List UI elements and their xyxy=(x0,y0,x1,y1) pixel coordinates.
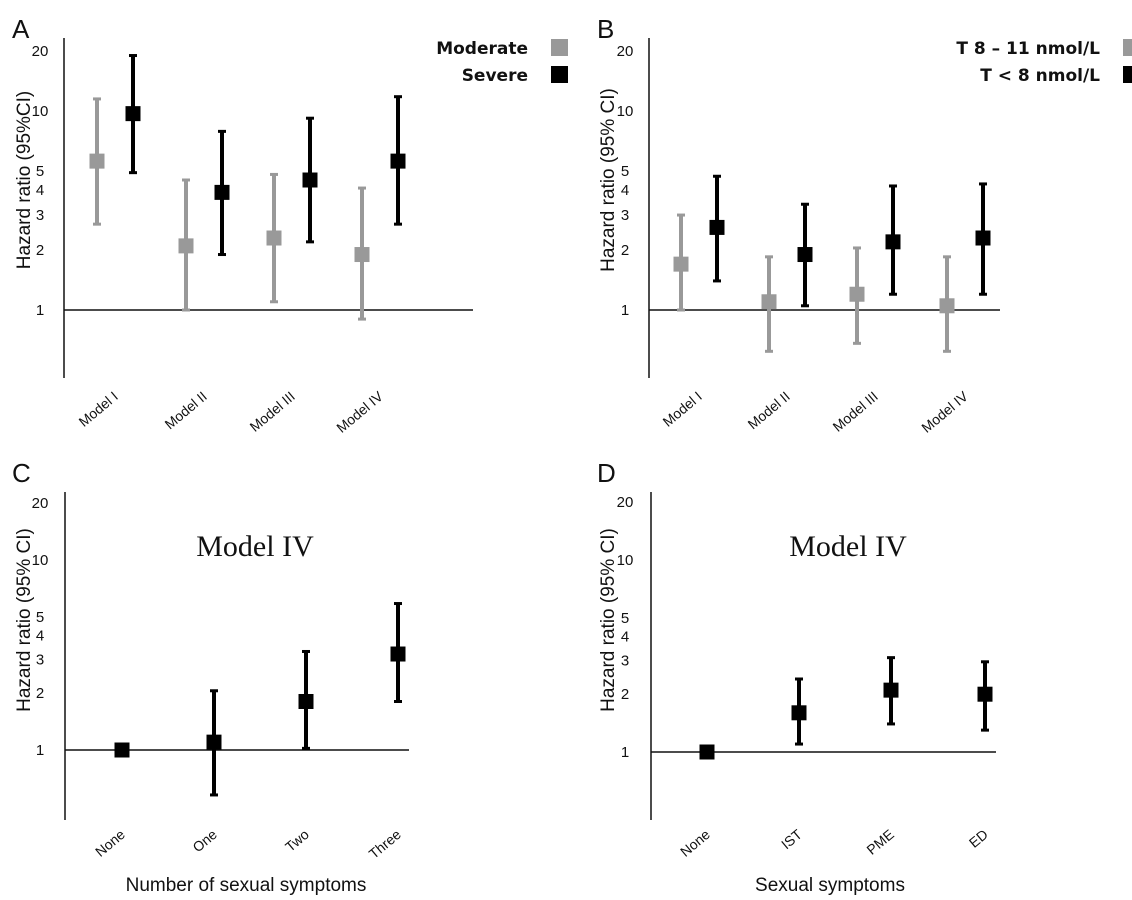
x-tick-label: Model II xyxy=(161,388,209,432)
y-tick-label: 3 xyxy=(621,207,629,224)
panel-D: D 1 2 3 45 10 20 Hazard ratio (95% CI) None IST PM… xyxy=(597,458,996,896)
point-marker xyxy=(975,230,991,246)
point-marker xyxy=(298,693,314,709)
y-tick-label: 20 xyxy=(617,43,634,60)
x-tick-label: Model I xyxy=(659,388,704,430)
point-marker xyxy=(354,247,370,263)
point-marker xyxy=(885,234,901,250)
point-marker xyxy=(178,238,194,254)
y-tick-label: 2 xyxy=(36,685,44,702)
point-marker xyxy=(125,106,141,122)
panel-letter: B xyxy=(597,14,614,44)
y-axis-label: Hazard ratio (95% CI) xyxy=(14,528,35,712)
y-tick-label: 3 xyxy=(36,651,44,668)
y-tick-label: 4 xyxy=(36,628,44,645)
legend-label: T < 8 nmol/L xyxy=(980,66,1100,86)
y-tick-label: 3 xyxy=(621,652,629,669)
y-axis-label: Hazard ratio (95% CI) xyxy=(598,88,619,272)
x-tick-label: None xyxy=(92,826,128,860)
point-marker xyxy=(214,184,230,200)
point-marker xyxy=(699,744,715,760)
point-marker xyxy=(673,256,689,272)
y-tick-label: 20 xyxy=(32,495,49,512)
y-tick-label: 4 xyxy=(621,628,629,645)
y-tick-label: 10 xyxy=(32,103,49,120)
point-marker xyxy=(883,682,899,698)
point-marker xyxy=(791,705,807,721)
x-tick-label: Model IV xyxy=(918,388,971,436)
point-marker xyxy=(390,646,406,662)
y-tick-label: 1 xyxy=(621,744,629,761)
point-marker xyxy=(849,286,865,302)
x-tick-label: None xyxy=(677,826,713,860)
point-marker xyxy=(939,298,955,314)
legend-label: Moderate xyxy=(436,39,528,59)
x-tick-label: Model II xyxy=(744,388,792,432)
point-marker xyxy=(206,734,222,750)
panel-letter: A xyxy=(12,14,30,44)
x-tick-label: ED xyxy=(966,826,991,851)
legend-swatch xyxy=(551,39,568,56)
y-tick-label: 4 xyxy=(36,182,44,199)
y-tick-label: 10 xyxy=(617,552,634,569)
point-marker xyxy=(302,172,318,188)
panel-letter: C xyxy=(12,458,31,488)
y-tick-label: 20 xyxy=(32,43,49,60)
x-tick-label: PME xyxy=(863,826,897,858)
y-tick-label: 4 xyxy=(621,182,629,199)
legend-swatch xyxy=(1123,66,1132,83)
y-tick-label: 1 xyxy=(621,302,629,319)
point-marker xyxy=(761,294,777,310)
y-tick-label: 5 xyxy=(36,609,44,626)
x-tick-label: Two xyxy=(282,826,312,855)
y-tick-label: 10 xyxy=(617,103,634,120)
x-tick-label: Model IV xyxy=(333,388,386,436)
y-tick-label: 5 xyxy=(621,610,629,627)
point-marker xyxy=(266,230,282,246)
x-tick-label: Model I xyxy=(75,388,120,430)
y-tick-label: 2 xyxy=(36,242,44,259)
x-tick-label: Model III xyxy=(247,388,298,435)
panel-C: C 1 2 3 4 5 10 20 Hazard ratio (95% CI) None One Tw… xyxy=(12,458,409,896)
chart-title: Model IV xyxy=(196,530,314,563)
x-axis-title: Number of sexual symptoms xyxy=(126,875,367,896)
legend-label: T 8 – 11 nmol/L xyxy=(956,39,1100,59)
point-marker xyxy=(390,153,406,169)
x-axis-title: Sexual symptoms xyxy=(755,875,905,896)
y-tick-label: 1 xyxy=(36,302,44,319)
y-axis-label: Hazard ratio (95%CI) xyxy=(14,91,35,269)
y-tick-label: 10 xyxy=(32,552,49,569)
point-marker xyxy=(89,153,105,169)
y-tick-label: 20 xyxy=(617,494,634,511)
x-tick-label: Model III xyxy=(830,388,881,435)
point-marker xyxy=(977,686,993,702)
chart-title: Model IV xyxy=(789,530,907,563)
point-marker xyxy=(114,742,130,758)
y-tick-label: 2 xyxy=(621,242,629,259)
x-tick-label: Three xyxy=(366,826,404,862)
y-tick-label: 5 xyxy=(621,163,629,180)
y-tick-label: 1 xyxy=(36,742,44,759)
panel-B: B 1 2 3 4 5 10 20 Hazard ratio (95% CI) Model I Mo… xyxy=(597,14,1132,436)
y-tick-label: 5 xyxy=(36,163,44,180)
x-tick-label: One xyxy=(189,826,220,855)
legend-swatch xyxy=(551,66,568,83)
x-tick-label: IST xyxy=(778,826,805,853)
point-marker xyxy=(709,219,725,235)
legend-label: Severe xyxy=(462,66,528,86)
y-tick-label: 2 xyxy=(621,686,629,703)
panel-A: A 1 2 3 4 5 10 20 Hazard ratio (95%CI) Model I Mod… xyxy=(12,14,568,436)
y-tick-label: 3 xyxy=(36,207,44,224)
legend-swatch xyxy=(1123,39,1132,56)
y-axis-label: Hazard ratio (95% CI) xyxy=(598,528,619,712)
point-marker xyxy=(797,247,813,263)
panel-letter: D xyxy=(597,458,616,488)
